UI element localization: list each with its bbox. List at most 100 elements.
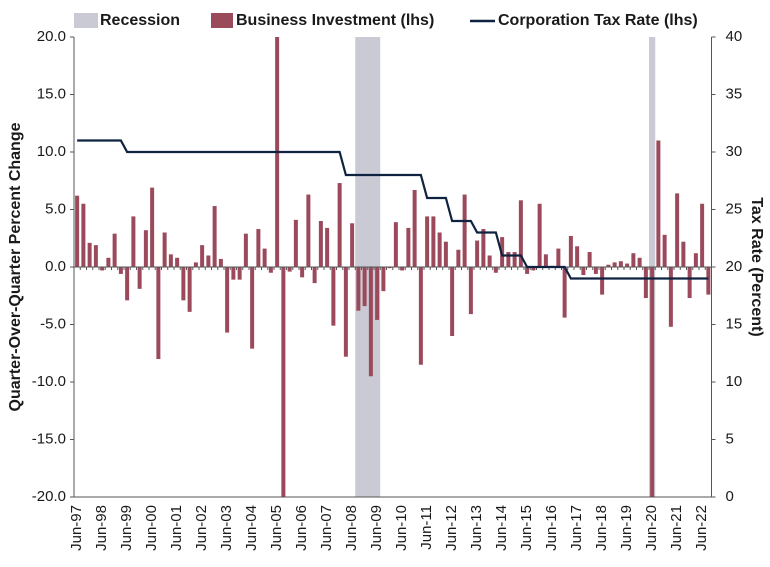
x-tick-label: Jun-21	[668, 505, 685, 551]
x-tick-label: Jun-98	[93, 505, 110, 551]
y2-tick-label: 15	[726, 315, 743, 332]
bar	[406, 227, 411, 267]
bar	[368, 267, 373, 377]
bar	[287, 267, 292, 272]
legend-swatch	[211, 13, 233, 28]
x-tick-label: Jun-07	[318, 505, 335, 551]
x-tick-label: Jun-06	[293, 505, 310, 551]
x-tick-label: Jun-11	[418, 505, 435, 550]
x-tick-label: Jun-14	[493, 505, 510, 551]
bar	[606, 264, 611, 267]
legend-label: Business Investment (lhs)	[236, 12, 434, 29]
bar	[537, 203, 542, 267]
bar	[675, 193, 680, 267]
bar	[431, 216, 436, 267]
bar	[200, 245, 205, 267]
y2-tick-label: 20	[726, 258, 743, 275]
bar	[168, 254, 173, 267]
bar	[450, 267, 455, 336]
bar	[150, 187, 155, 267]
x-tick-label: Jun-16	[543, 505, 560, 551]
y2-tick-label: 5	[726, 430, 734, 447]
bar	[625, 263, 630, 267]
bar	[700, 203, 705, 267]
bar	[281, 267, 286, 497]
y-tick-label: 20.0	[37, 28, 66, 45]
bar	[75, 195, 80, 267]
x-tick-label: Jun-10	[393, 505, 410, 551]
bar	[593, 267, 598, 274]
bar	[581, 267, 586, 276]
bar	[525, 267, 530, 274]
bar	[100, 267, 105, 271]
bar	[443, 241, 448, 267]
x-tick-label: Jun-97	[68, 505, 85, 551]
y-tick-label: 5.0	[45, 200, 66, 217]
bar	[512, 252, 517, 267]
bar	[350, 223, 355, 267]
x-tick-label: Jun-17	[568, 505, 585, 551]
bar	[93, 245, 98, 267]
bar	[681, 241, 686, 267]
bar	[518, 200, 523, 267]
bar	[87, 242, 92, 267]
x-tick-label: Jun-19	[618, 505, 635, 551]
y-tick-label: 0.0	[45, 258, 66, 275]
y-tick-label: -15.0	[32, 430, 66, 447]
bar	[393, 222, 398, 267]
bar	[637, 257, 642, 267]
bar	[356, 267, 361, 311]
bar	[575, 246, 580, 267]
bar	[462, 194, 467, 267]
bar	[218, 258, 223, 267]
bar	[175, 257, 180, 267]
bar	[181, 267, 186, 301]
y2-axis-title: Tax Rate (Percent)	[748, 197, 765, 336]
bar	[618, 261, 623, 267]
y2-tick-label: 40	[726, 28, 743, 45]
bar	[400, 267, 405, 271]
bar	[706, 267, 711, 295]
x-tick-label: Jun-12	[443, 505, 460, 551]
x-tick-label: Jun-08	[343, 505, 360, 551]
bar	[237, 267, 242, 280]
bar	[318, 221, 323, 267]
y-axis-title: Quarter-Over-Quarter Percent Change	[7, 122, 24, 411]
bar	[506, 252, 511, 267]
y-tick-label: -10.0	[32, 373, 66, 390]
legend-label: Corporation Tax Rate (lhs)	[498, 12, 698, 29]
bar	[306, 194, 311, 267]
bar	[362, 267, 367, 307]
bar	[468, 267, 473, 315]
bar	[662, 234, 667, 267]
bar	[312, 267, 317, 284]
bar	[475, 240, 480, 267]
bar	[162, 232, 167, 267]
bar	[481, 229, 486, 267]
bar	[425, 216, 430, 267]
bar	[112, 233, 117, 267]
legend-label: Recession	[100, 12, 180, 29]
y-tick-label: 15.0	[37, 85, 66, 102]
bar	[437, 232, 442, 267]
bar	[225, 267, 230, 333]
x-tick-label: Jun-18	[593, 505, 610, 551]
bar	[206, 255, 211, 267]
bar	[106, 257, 111, 267]
x-tick-label: Jun-09	[368, 505, 385, 551]
bar	[531, 267, 536, 271]
bar	[568, 235, 573, 267]
bar	[256, 229, 261, 267]
bar	[381, 267, 386, 292]
x-tick-label: Jun-02	[193, 505, 210, 551]
bar	[250, 267, 255, 349]
y2-tick-label: 35	[726, 85, 743, 102]
bar	[131, 216, 136, 267]
y2-tick-label: 25	[726, 200, 743, 217]
tax-line	[77, 139, 709, 280]
y2-tick-label: 30	[726, 143, 743, 160]
x-tick-label: Jun-15	[518, 505, 535, 551]
bar	[262, 248, 267, 267]
bar	[556, 248, 561, 267]
y2-tick-label: 0	[726, 488, 734, 505]
